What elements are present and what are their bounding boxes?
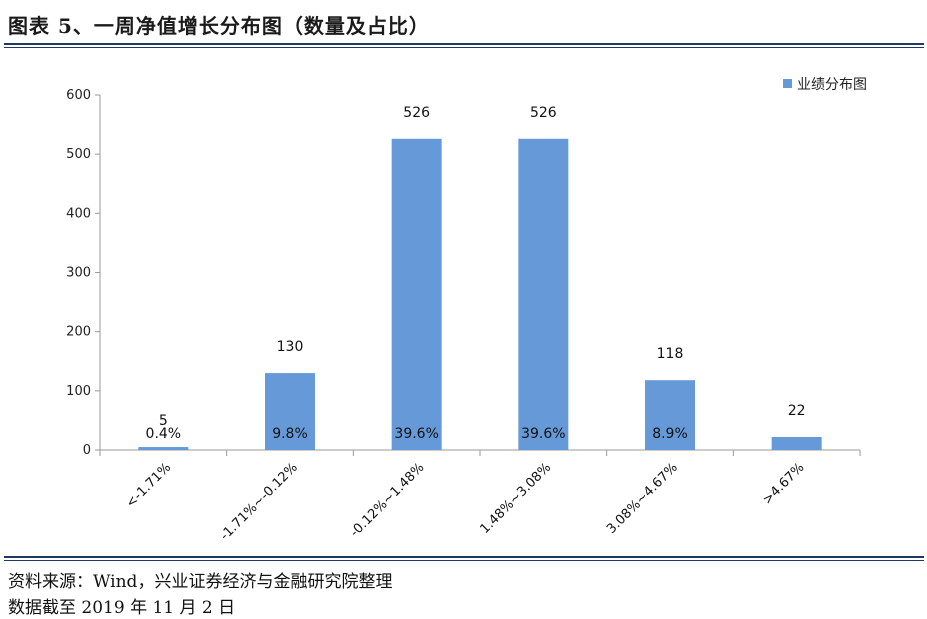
y-tick-label: 0	[83, 443, 91, 458]
bar	[518, 138, 569, 451]
bar-percent-label: 0.4%	[146, 426, 182, 442]
bottom-rule	[4, 556, 924, 558]
bar-percent-label: 39.6%	[521, 426, 565, 442]
bar-percent-label: 9.8%	[272, 426, 308, 442]
x-category-label: -0.12%~1.48%	[347, 460, 427, 540]
y-tick-label: 200	[66, 325, 91, 340]
top-rule	[4, 43, 924, 45]
bar-value-label: 130	[277, 339, 304, 355]
y-tick-label: 100	[66, 384, 91, 399]
bar	[391, 138, 442, 451]
top-rule-thin	[4, 47, 924, 48]
x-category-label: 1.48%~3.08%	[477, 460, 554, 537]
x-axis: <-1.71% -1.71%~-0.12% -0.12%~1.48% 1.48%~3.…	[99, 449, 861, 544]
y-tick-label: 600	[66, 88, 91, 103]
source-note: 资料来源：Wind，兴业证券经济与金融研究院整理	[8, 572, 393, 592]
bar-value-label: 5	[159, 413, 168, 429]
figure-title: 图表 5、一周净值增长分布图（数量及占比）	[8, 14, 430, 38]
legend-label: 业绩分布图	[797, 77, 867, 93]
bar-value-label: 118	[657, 346, 684, 362]
bar	[265, 373, 315, 450]
bar	[645, 380, 695, 450]
bottom-rule-thin	[4, 560, 924, 561]
date-note: 数据截至 2019 年 11 月 2 日	[8, 598, 236, 618]
y-tick-label: 500	[66, 147, 91, 162]
bar-percent-label: 8.9%	[652, 426, 688, 442]
legend: 业绩分布图	[783, 77, 867, 93]
bar	[138, 447, 189, 450]
bar-value-label: 22	[788, 403, 806, 419]
bar-value-label: 526	[530, 105, 557, 121]
y-axis: 0 100 200 300 400 500 600	[66, 88, 101, 458]
x-category-label: -1.71%~-0.12%	[217, 460, 300, 543]
y-tick-label: 400	[66, 206, 91, 221]
x-category-label: 3.08%~4.67%	[604, 460, 681, 537]
legend-swatch	[783, 79, 792, 88]
bars-group: 50.4% 130 9.8% 526 39.6% 526 39.6% 118 8.9% 22	[138, 105, 822, 451]
x-category-label: <-1.71%	[123, 460, 174, 511]
bar-percent-label: 39.6%	[394, 426, 438, 442]
bar-value-label: 526	[403, 105, 430, 121]
x-category-label: >4.67%	[760, 460, 808, 508]
y-tick-label: 300	[66, 266, 91, 281]
bar	[771, 436, 822, 450]
